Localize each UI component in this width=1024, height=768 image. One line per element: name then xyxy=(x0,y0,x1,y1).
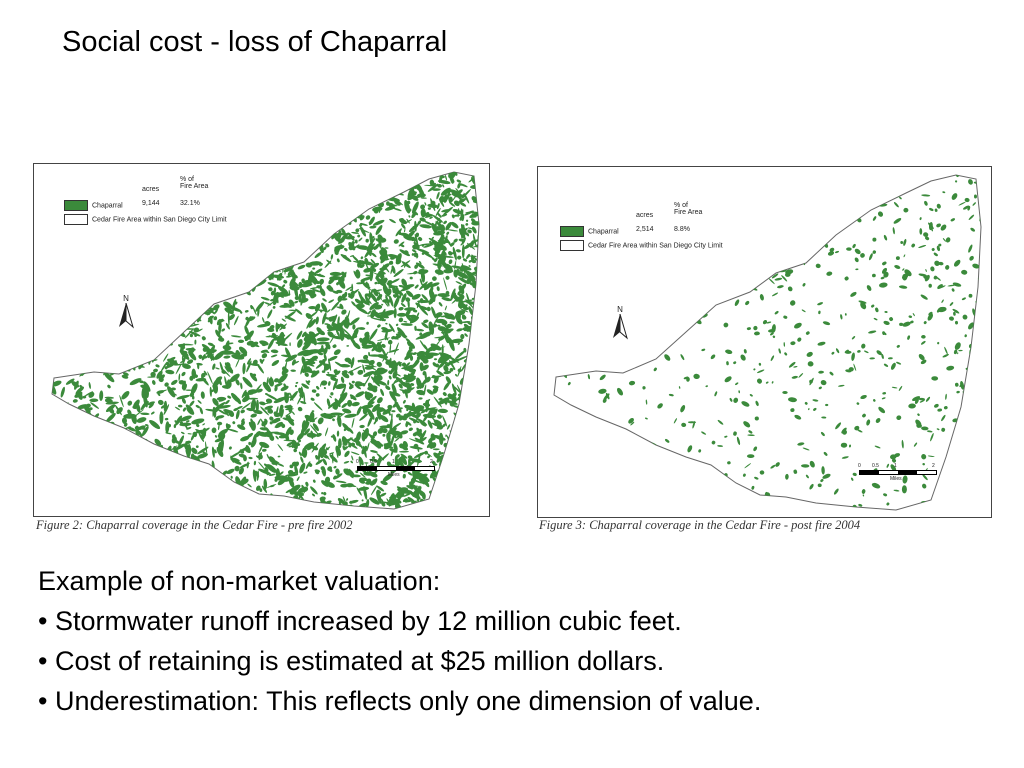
bullet-item: • Cost of retaining is estimated at $25 … xyxy=(38,646,665,676)
legend-acres-value: 9,144 xyxy=(142,200,160,207)
legend-row-fire-area: Cedar Fire Area within San Diego City Li… xyxy=(64,214,227,225)
legend-pct-value: 8.8% xyxy=(674,226,690,233)
map-pre-fire: acres % of Fire Area Chaparral 9,144 32.… xyxy=(33,163,490,517)
legend-label-chaparral: Chaparral xyxy=(92,202,123,210)
scale-bar-graphic xyxy=(357,466,435,471)
legend-row-fire-area: Cedar Fire Area within San Diego City Li… xyxy=(560,240,723,251)
north-arrow-icon xyxy=(613,313,628,340)
fire-area-swatch xyxy=(560,240,584,251)
chaparral-map-post-fire xyxy=(553,174,982,511)
north-label: N xyxy=(123,294,129,303)
scale-bar: 0 0.5 1 2 Miles xyxy=(356,459,436,479)
north-label: N xyxy=(617,305,623,314)
legend-label-chaparral: Chaparral xyxy=(588,228,619,236)
north-arrow: N xyxy=(610,305,630,342)
figure-caption-post-fire: Figure 3: Chaparral coverage in the Ceda… xyxy=(539,518,861,532)
scale-tick: 0.5 xyxy=(872,463,879,469)
figure-caption-pre-fire: Figure 2: Chaparral coverage in the Ceda… xyxy=(36,518,353,532)
slide-title: Social cost - loss of Chaparral xyxy=(62,26,448,58)
legend-header-pct: % of Fire Area xyxy=(180,176,209,190)
legend-header-acres: acres xyxy=(142,186,160,193)
scale-tick: 2 xyxy=(932,463,935,469)
legend-header-pct: % of Fire Area xyxy=(674,202,703,216)
north-arrow: N xyxy=(116,294,136,331)
scale-unit: Miles xyxy=(890,476,902,482)
body-text: Example of non-market valuation: • Storm… xyxy=(38,561,761,721)
chaparral-swatch xyxy=(64,200,88,211)
legend-row-chaparral: Chaparral 2,514 8.8% xyxy=(560,226,690,237)
scale-bar-graphic xyxy=(859,470,937,475)
scale-tick: 1 xyxy=(894,463,897,469)
legend-label-fire-area: Cedar Fire Area within San Diego City Li… xyxy=(588,242,723,250)
scale-bar: 0 0.5 1 2 Miles xyxy=(858,463,938,483)
bullet-item: • Underestimation: This reflects only on… xyxy=(38,686,762,716)
map-post-fire: acres % of Fire Area Chaparral 2,514 8.8… xyxy=(537,166,992,518)
body-heading: Example of non-market valuation: xyxy=(38,566,441,596)
chaparral-swatch xyxy=(560,226,584,237)
legend-label-fire-area: Cedar Fire Area within San Diego City Li… xyxy=(92,216,227,224)
scale-unit: Miles xyxy=(388,472,400,478)
legend-pct-value: 32.1% xyxy=(180,200,200,207)
scale-tick: 0 xyxy=(356,459,359,465)
scale-tick: 0.5 xyxy=(370,459,377,465)
fire-area-swatch xyxy=(64,214,88,225)
legend-header-acres: acres xyxy=(636,212,654,219)
legend-row-chaparral: Chaparral 9,144 32.1% xyxy=(64,200,200,211)
bullet-item: • Stormwater runoff increased by 12 mill… xyxy=(38,606,682,636)
legend-acres-value: 2,514 xyxy=(636,226,654,233)
chaparral-map-pre-fire xyxy=(51,171,480,510)
scale-tick: 1 xyxy=(392,459,395,465)
scale-tick: 2 xyxy=(430,459,433,465)
north-arrow-icon xyxy=(119,302,134,329)
scale-tick: 0 xyxy=(858,463,861,469)
